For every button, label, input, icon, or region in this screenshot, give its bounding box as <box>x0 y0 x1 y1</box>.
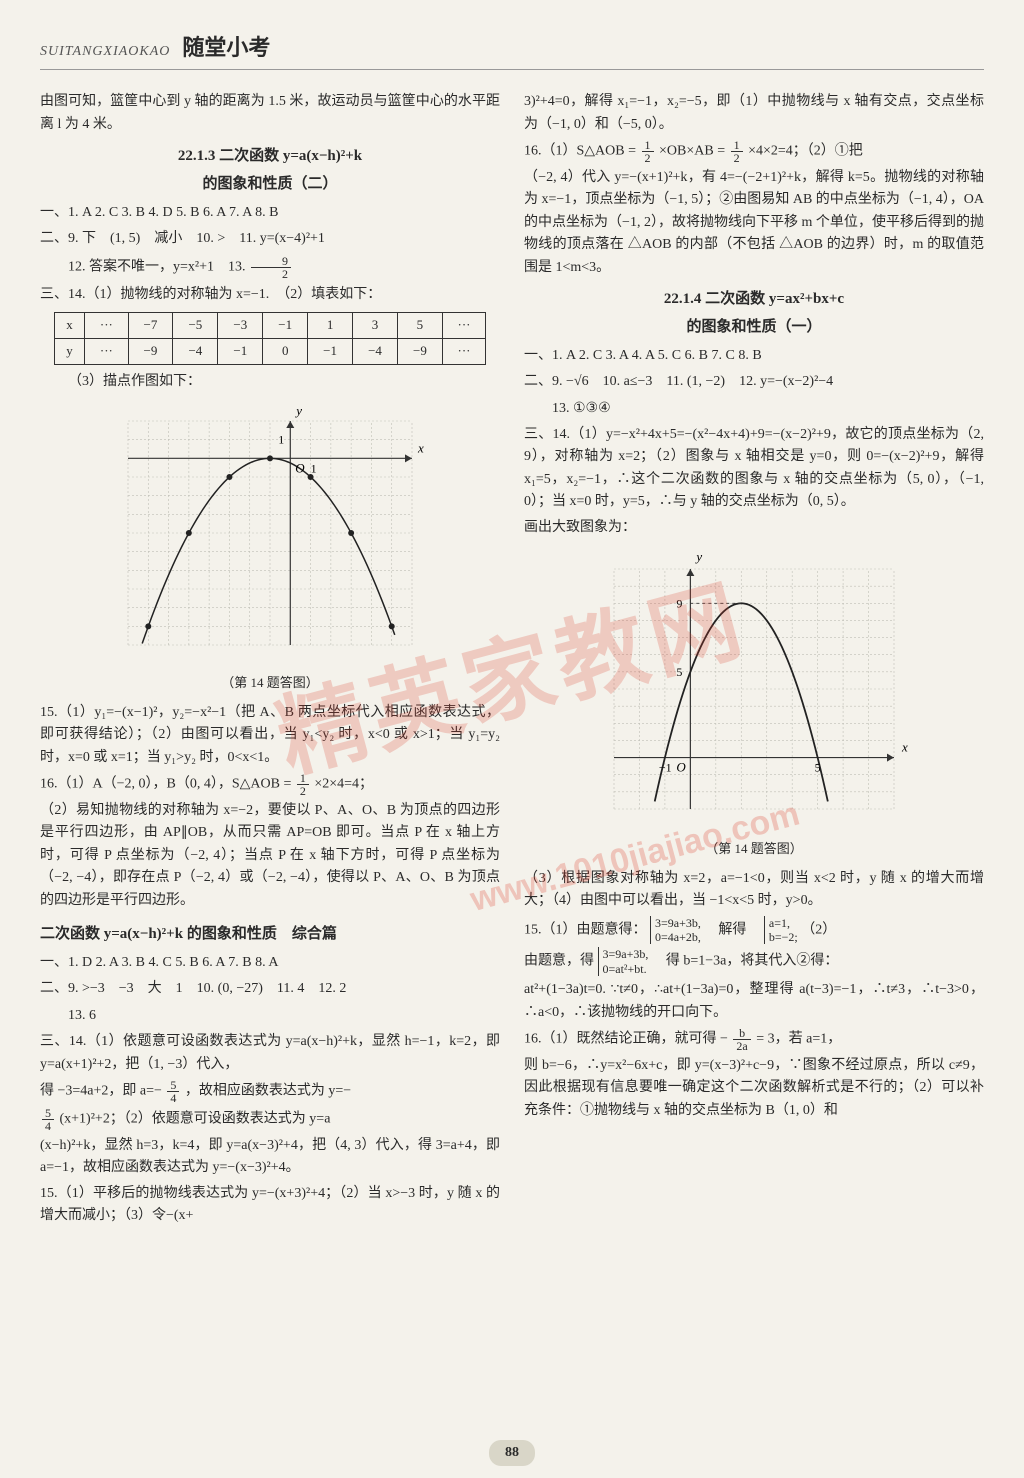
r14c: （3）根据图象对称轴为 x=2，a=−1<0，则当 x<2 时，y 随 x 的增… <box>524 868 984 913</box>
header-title: 随堂小考 <box>182 30 270 65</box>
frac-9-2: 92 <box>251 255 291 280</box>
r16-2c: 则 b=−6，∴y=x²−6x+c，即 y=(x−3)²+c−9，∵图象不经过原… <box>524 1055 984 1122</box>
table-row: x···−7−5−3−1135··· <box>54 313 485 339</box>
svg-text:x: x <box>901 740 908 755</box>
system-brace-3: 3=9a+3b, 0=at²+bt. <box>598 947 649 976</box>
r16a-mid: ×OB×AB = <box>659 144 729 159</box>
comp15: 15.（1）平移后的抛物线表达式为 y=−(x+3)²+4；（2）当 x>−3 … <box>40 1183 500 1228</box>
r15: 15.（1）由题意得： 3=9a+3b, 0=4a+2b, 解得 a=1, b=… <box>524 916 984 945</box>
answers-1-1: 一、1. A 2. C 3. B 4. D 5. B 6. A 7. A 8. … <box>40 202 500 224</box>
svg-text:O: O <box>676 760 686 775</box>
section-title-2213: 22.1.3 二次函数 y=a(x−h)²+k <box>40 144 500 168</box>
q16a-pre: 16.（1）A（−2, 0），B（0, 4），S△AOB = <box>40 777 295 792</box>
r16-2: 16.（1）既然结论正确，就可得 − b2a = 3，若 a=1， <box>524 1027 984 1052</box>
page-number: 88 <box>489 1440 535 1466</box>
answers-2-2: 二、9. >−3 −3 大 1 10. (0, −27) 11. 4 12. 2 <box>40 978 500 1000</box>
table-row: y···−9−4−10−1−4−9··· <box>54 338 485 364</box>
q16c-text: （2）易知抛物线的对称轴为 x=−2，要使以 P、A、O、B 为顶点的四边形是平… <box>40 800 500 912</box>
intro-text: 由图可知，篮筐中心到 y 轴的距离为 1.5 米，故运动员与篮筐中心的水平距离 … <box>40 91 500 136</box>
q16a-post: ×2×4=4； <box>314 777 373 792</box>
answers-1-2b: 12. 答案不唯一，y=x²+1 13. 92 <box>40 255 500 280</box>
system-brace-2: a=1, b=−2; <box>764 916 798 945</box>
q16a-text: 16.（1）A（−2, 0），B（0, 4），S△AOB = 12 ×2×4=4… <box>40 772 500 797</box>
answers-2-1: 一、1. D 2. A 3. B 4. C 5. B 6. A 7. B 8. … <box>40 952 500 974</box>
q15-text: 15.（1）y₁=−(x−1)²，y₂=−x²−1（把 A、B 两点坐标代入相应… <box>40 702 500 769</box>
section-sub-2214: 的图象和性质（一） <box>524 315 984 339</box>
fig-caption-14b: （第 14 题答图） <box>524 839 984 860</box>
svg-text:9: 9 <box>676 596 682 610</box>
answers-3-2: 二、9. −√6 10. a≤−3 11. (1, −2) 12. y=−(x−… <box>524 371 984 393</box>
worksheet-page: 精英家教网 www.1010jiajiao.com SUITANGXIAOKAO… <box>0 0 1024 1478</box>
svg-text:1: 1 <box>311 461 317 475</box>
section-sub-2213: 的图象和性质（二） <box>40 172 500 196</box>
comp14b-pre: 得 −3=4a+2，即 a=− <box>40 1084 162 1099</box>
right-16d: （−2, 4）代入 y=−(x+1)²+k，有 4=−(−2+1)²+k，解得 … <box>524 167 984 279</box>
page-header: SUITANGXIAOKAO 随堂小考 <box>40 30 984 70</box>
xy-table: x···−7−5−3−1135··· y···−9−4−10−1−4−9··· <box>54 312 486 365</box>
section-title-2214: 22.1.4 二次函数 y=ax²+bx+c <box>524 287 984 311</box>
r16a-post: ×4×2=4；（2）①把 <box>748 144 863 159</box>
answers-1-3a: 三、14.（1）抛物线的对称轴为 x=−1. （2）填表如下： <box>40 284 500 306</box>
frac-b-2a: b2a <box>733 1027 750 1052</box>
parabola-chart-2: O −1 5 5 9 x y <box>594 549 914 829</box>
r15f: at²+(1−3a)t=0. ∵t≠0，∴at+(1−3a)=0，整理得 a(t… <box>524 979 984 1024</box>
left-column: 由图可知，篮筐中心到 y 轴的距离为 1.5 米，故运动员与篮筐中心的水平距离 … <box>40 88 500 1230</box>
comp14d: 54 (x+1)²+2；（2）依题意可设函数表达式为 y=a <box>40 1107 500 1132</box>
header-pinyin: SUITANGXIAOKAO <box>40 41 170 63</box>
r15d-pre: 由题意，得 <box>524 954 594 969</box>
svg-text:1: 1 <box>278 433 284 447</box>
r16a-pre: 16.（1）S△AOB = <box>524 144 640 159</box>
r16-2-pre: 16.（1）既然结论正确，就可得 − <box>524 1032 728 1047</box>
r15e: 得 b=1−3a，将其代入②得： <box>652 954 839 969</box>
answers-2-2b: 13. 6 <box>40 1005 500 1027</box>
svg-text:5: 5 <box>815 761 821 775</box>
content-columns: 由图可知，篮筐中心到 y 轴的距离为 1.5 米，故运动员与篮筐中心的水平距离 … <box>40 88 984 1230</box>
svg-text:5: 5 <box>676 665 682 679</box>
r14a: 三、14.（1）y=−x²+4x+5=−(x²−4x+4)+9=−(x−2)²+… <box>524 424 984 514</box>
system-brace-1: 3=9a+3b, 0=4a+2b, <box>650 916 701 945</box>
comp14e: (x−h)²+k，显然 h=3，k=4，即 y=a(x−3)²+4，把（4, 3… <box>40 1135 500 1180</box>
comp14a: 三、14.（1）依题意可设函数表达式为 y=a(x−h)²+k，显然 h=−1，… <box>40 1031 500 1076</box>
r15a: 15.（1）由题意得： <box>524 922 647 937</box>
plot-instruction: （3）描点作图如下： <box>40 371 500 393</box>
frac-5-4-a: 54 <box>167 1079 179 1104</box>
r15c: （2） <box>801 922 836 937</box>
fig-caption-14a: （第 14 题答图） <box>40 673 500 694</box>
comp14b: 得 −3=4a+2，即 a=− 54 ，故相应函数表达式为 y=− <box>40 1079 500 1104</box>
r15b: 解得 <box>704 922 760 937</box>
svg-text:x: x <box>417 440 424 455</box>
frac-1-2-b: 12 <box>642 139 654 164</box>
comp14d-txt: (x+1)²+2；（2）依题意可设函数表达式为 y=a <box>60 1112 331 1127</box>
answers-3-2b: 13. ①③④ <box>524 398 984 420</box>
right-16a: 16.（1）S△AOB = 12 ×OB×AB = 12 ×4×2=4；（2）①… <box>524 139 984 164</box>
section-title-comp: 二次函数 y=a(x−h)²+k 的图象和性质 综合篇 <box>40 922 500 946</box>
r16-2-post: = 3，若 a=1， <box>756 1032 841 1047</box>
svg-text:y: y <box>694 549 702 564</box>
r15d: 由题意，得 3=9a+3b, 0=at²+bt. 得 b=1−3a，将其代入②得… <box>524 947 984 976</box>
svg-text:y: y <box>294 403 302 418</box>
right-column: 3)²+4=0，解得 x₁=−1，x₂=−5，即（1）中抛物线与 x 轴有交点，… <box>524 88 984 1230</box>
q12-13-text: 12. 答案不唯一，y=x²+1 13. <box>68 259 249 274</box>
svg-text:−1: −1 <box>659 761 672 775</box>
frac-1-2-a: 12 <box>297 772 309 797</box>
frac-5-4-b: 54 <box>42 1107 54 1132</box>
svg-text:O: O <box>295 460 305 475</box>
answers-3-1: 一、1. A 2. C 3. A 4. A 5. C 6. B 7. C 8. … <box>524 345 984 367</box>
r14b: 画出大致图象为： <box>524 517 984 539</box>
comp14b-mid: ，故相应函数表达式为 y=− <box>185 1084 351 1099</box>
answers-1-2a: 二、9. 下 (1, 5) 减小 10. > 11. y=(x−4)²+1 <box>40 228 500 250</box>
frac-1-2-c: 12 <box>731 139 743 164</box>
right-cont: 3)²+4=0，解得 x₁=−1，x₂=−5，即（1）中抛物线与 x 轴有交点，… <box>524 91 984 136</box>
parabola-chart-1: O1 1 x y <box>110 403 430 663</box>
